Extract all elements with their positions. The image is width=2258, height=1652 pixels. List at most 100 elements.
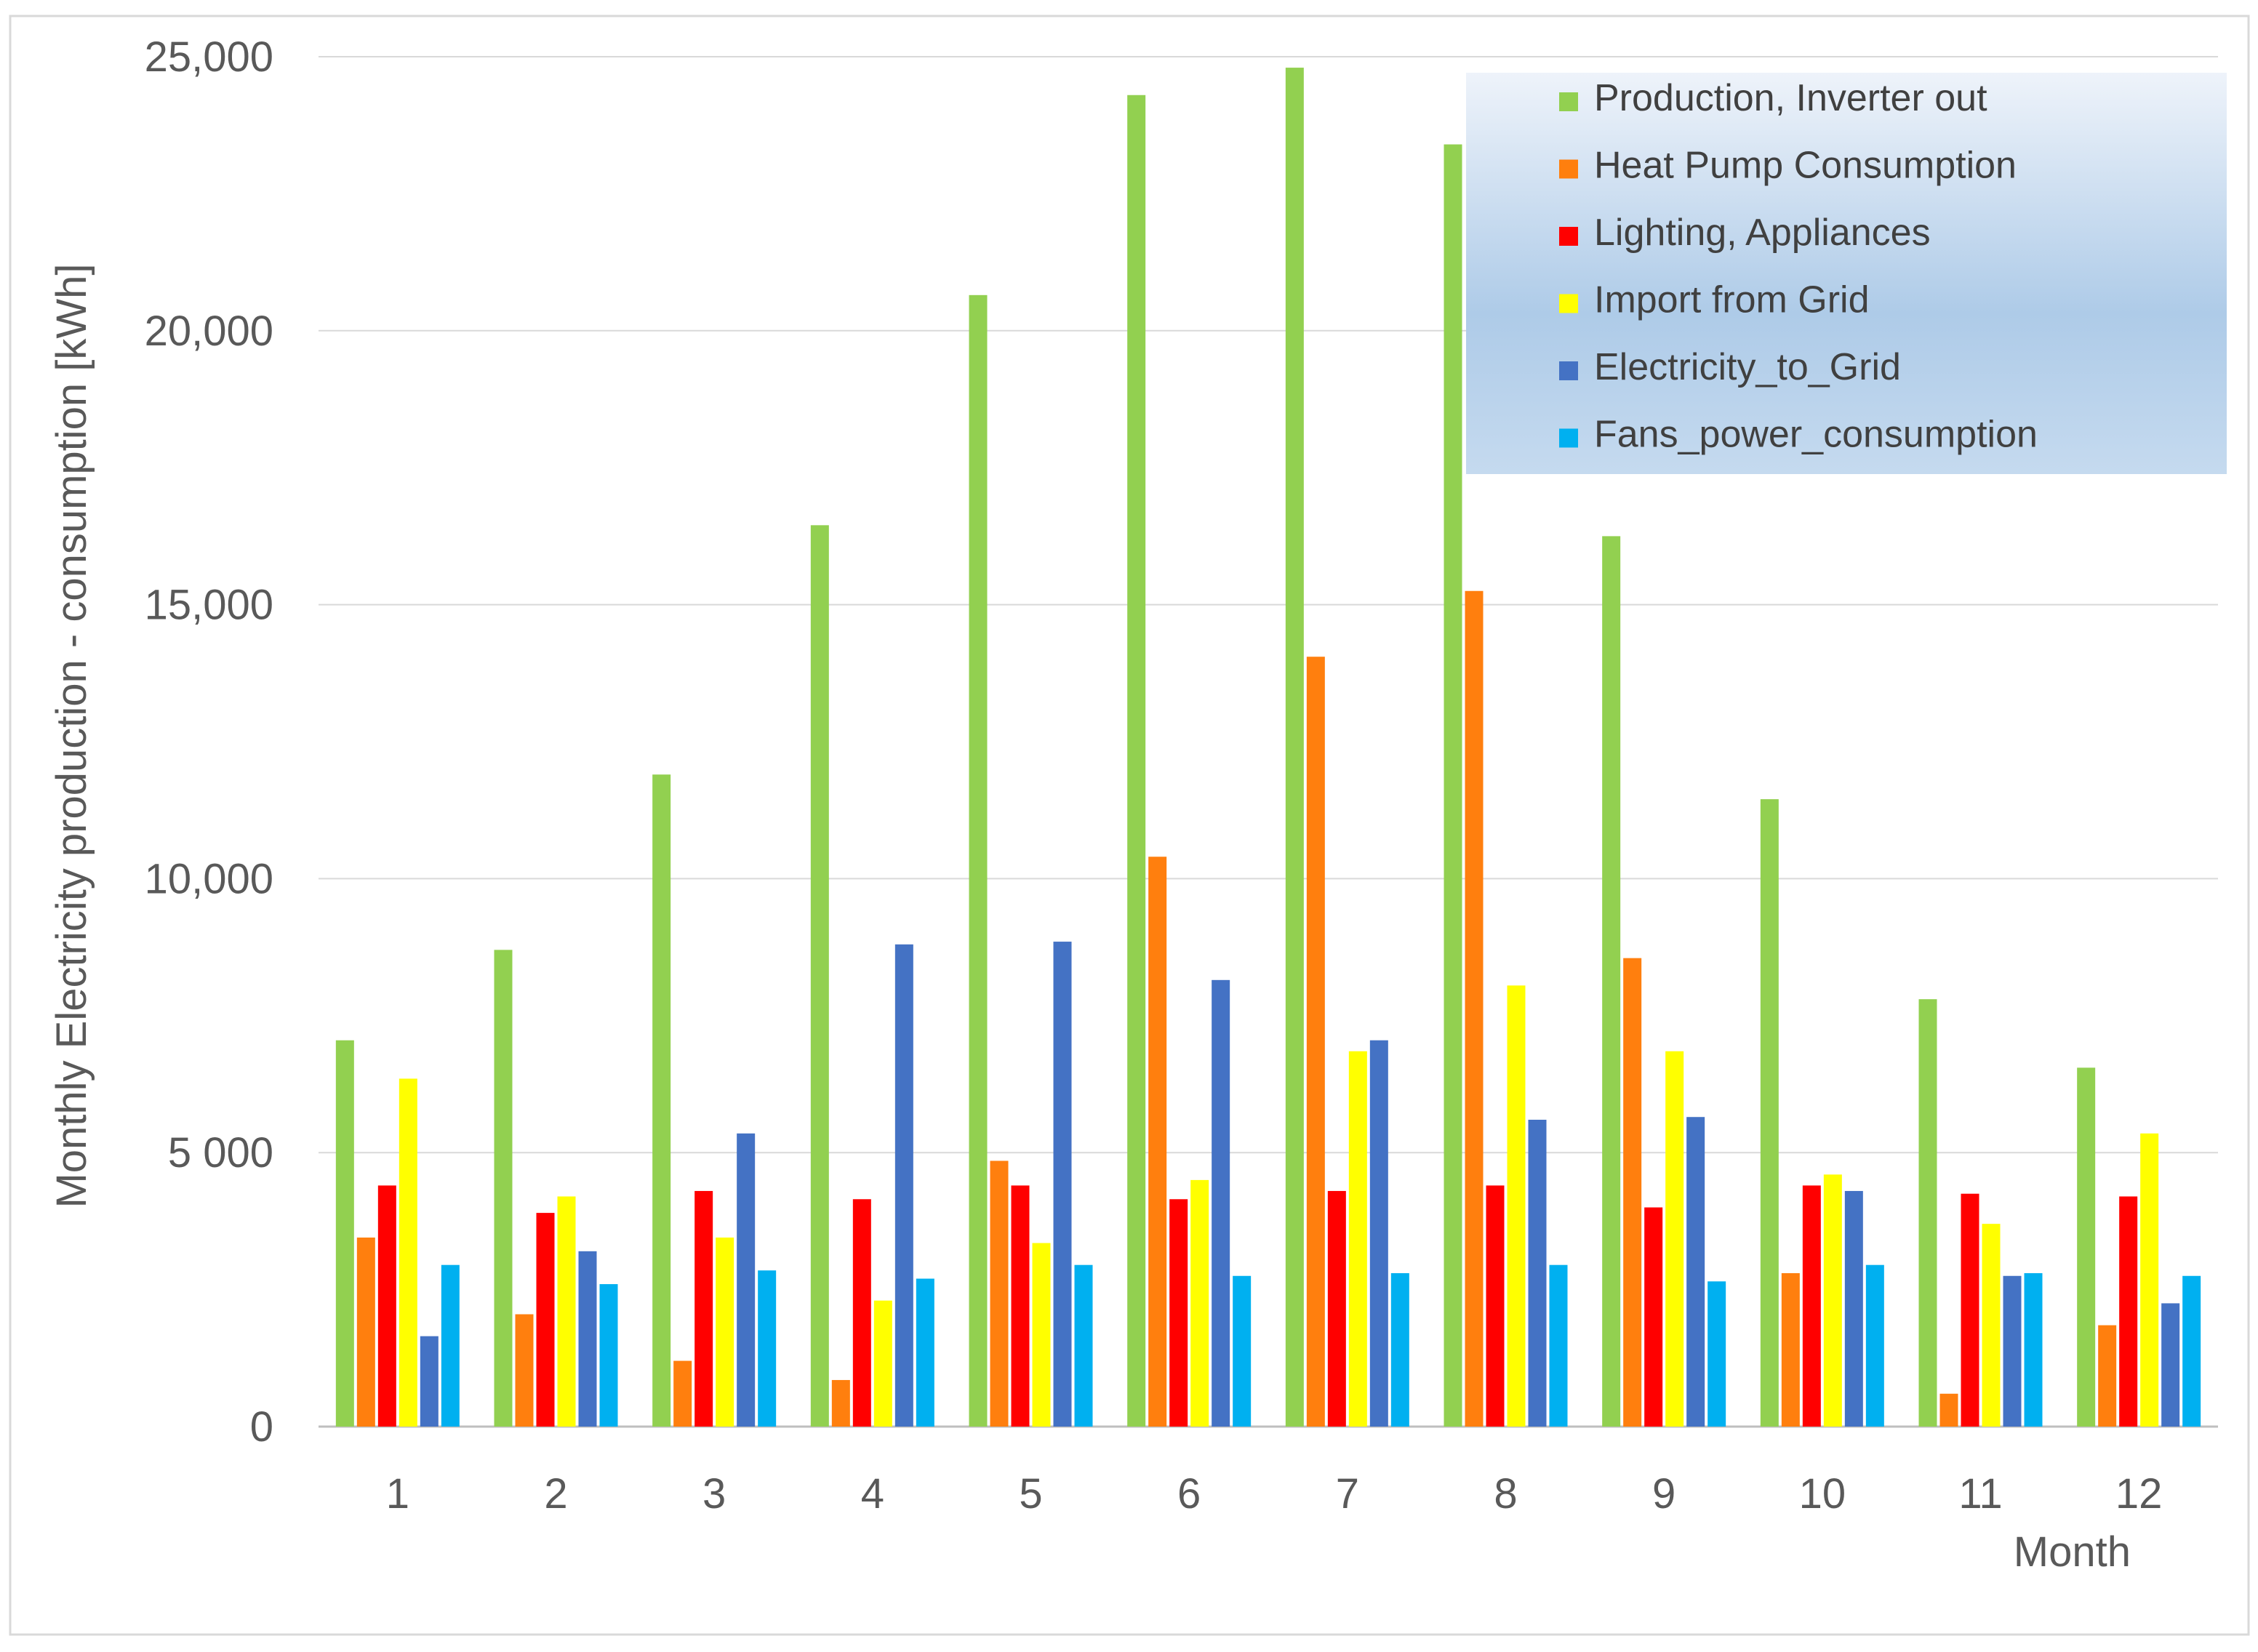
x-tick-label: 9 bbox=[1652, 1470, 1676, 1517]
bar bbox=[1074, 1264, 1093, 1427]
legend-label: Electricity_to_Grid bbox=[1594, 346, 1901, 388]
bar bbox=[894, 944, 913, 1427]
bar bbox=[1644, 1207, 1663, 1427]
legend-label: Heat Pump Consumption bbox=[1594, 145, 2017, 187]
legend-label: Fans_power_consumption bbox=[1594, 414, 2038, 456]
bar bbox=[536, 1213, 555, 1427]
y-tick-label: 10,000 bbox=[145, 855, 273, 902]
bar bbox=[2024, 1272, 2043, 1427]
bar bbox=[1707, 1281, 1726, 1427]
bar bbox=[1169, 1199, 1188, 1427]
bar bbox=[694, 1190, 713, 1427]
bar bbox=[1918, 999, 1937, 1427]
x-axis-title: Month bbox=[2014, 1528, 2131, 1576]
bar bbox=[1444, 144, 1462, 1427]
bar bbox=[2161, 1303, 2180, 1427]
legend-swatch bbox=[1559, 428, 1578, 448]
bar bbox=[494, 950, 513, 1427]
bar bbox=[356, 1238, 375, 1427]
bar bbox=[716, 1238, 734, 1427]
bar bbox=[852, 1199, 871, 1427]
bar bbox=[1148, 857, 1167, 1427]
bar bbox=[441, 1264, 460, 1427]
bar bbox=[1982, 1224, 2001, 1427]
x-tick-label: 4 bbox=[861, 1470, 884, 1517]
bar bbox=[1939, 1393, 1958, 1427]
legend-swatch bbox=[1559, 294, 1578, 313]
bar bbox=[1285, 68, 1304, 1427]
legend-swatch bbox=[1559, 159, 1578, 179]
y-axis-title: Monthly Electricity production - consump… bbox=[48, 263, 95, 1208]
bar bbox=[969, 294, 988, 1427]
legend-swatch bbox=[1559, 92, 1578, 111]
bar bbox=[1369, 1040, 1388, 1427]
gridlines bbox=[319, 56, 2218, 1428]
bar bbox=[1327, 1190, 1346, 1427]
legend: Production, Inverter out Heat Pump Consum… bbox=[1466, 73, 2227, 474]
legend-swatch bbox=[1559, 227, 1578, 246]
bar bbox=[599, 1284, 618, 1427]
x-tick-label: 10 bbox=[1799, 1470, 1846, 1517]
bar bbox=[1348, 1051, 1367, 1427]
y-tick-label: 15,000 bbox=[145, 582, 273, 629]
bar bbox=[399, 1078, 417, 1427]
x-tick-label: 3 bbox=[702, 1470, 726, 1517]
bar bbox=[1486, 1185, 1505, 1427]
bar bbox=[1390, 1272, 1409, 1427]
bar bbox=[1190, 1179, 1209, 1427]
x-tick-label: 11 bbox=[1958, 1470, 2002, 1517]
bar bbox=[1602, 536, 1621, 1427]
bar bbox=[2077, 1067, 2096, 1427]
bar bbox=[1212, 979, 1230, 1427]
bar bbox=[377, 1185, 396, 1427]
bar bbox=[1306, 657, 1325, 1427]
bar bbox=[1623, 958, 1642, 1427]
bar bbox=[515, 1314, 534, 1427]
bar bbox=[1465, 590, 1484, 1427]
bar bbox=[2182, 1275, 2201, 1427]
bar bbox=[2098, 1325, 2117, 1427]
bar bbox=[1127, 95, 1146, 1427]
bar bbox=[810, 525, 829, 1427]
x-tick-label: 7 bbox=[1336, 1470, 1359, 1517]
bar bbox=[578, 1251, 597, 1427]
bar bbox=[2003, 1275, 2022, 1427]
bar bbox=[2119, 1196, 2138, 1427]
y-tick-label: 20,000 bbox=[145, 308, 273, 355]
bar bbox=[673, 1360, 692, 1427]
x-tick-label: 5 bbox=[1019, 1470, 1042, 1517]
y-tick-label: 25,000 bbox=[145, 33, 273, 81]
bar bbox=[1781, 1272, 1800, 1427]
legend-swatch bbox=[1559, 361, 1578, 380]
bar bbox=[758, 1270, 777, 1427]
bar bbox=[1760, 799, 1779, 1427]
x-tick-label: 12 bbox=[2115, 1470, 2163, 1517]
bar bbox=[2140, 1133, 2159, 1427]
bar bbox=[737, 1133, 756, 1427]
legend-label: Lighting, Appliances bbox=[1594, 212, 1931, 254]
bar bbox=[557, 1196, 576, 1427]
bar bbox=[1011, 1185, 1030, 1427]
bar bbox=[652, 774, 671, 1427]
bar bbox=[1961, 1193, 1979, 1427]
bar bbox=[831, 1379, 850, 1427]
bar bbox=[873, 1300, 892, 1427]
bar bbox=[420, 1336, 439, 1427]
bar bbox=[1802, 1185, 1821, 1427]
bar bbox=[335, 1040, 354, 1427]
bar bbox=[1053, 942, 1072, 1427]
bar bbox=[1507, 985, 1526, 1427]
bar bbox=[916, 1278, 934, 1427]
bar bbox=[1528, 1119, 1547, 1427]
bar bbox=[1549, 1264, 1568, 1427]
bar bbox=[1823, 1174, 1842, 1427]
legend-label: Import from Grid bbox=[1594, 279, 1870, 321]
y-tick-label: 5 000 bbox=[168, 1129, 273, 1176]
x-tick-label: 1 bbox=[386, 1470, 409, 1517]
y-tick-label: 0 bbox=[250, 1403, 273, 1451]
bar bbox=[990, 1160, 1009, 1427]
bar bbox=[1665, 1051, 1684, 1427]
